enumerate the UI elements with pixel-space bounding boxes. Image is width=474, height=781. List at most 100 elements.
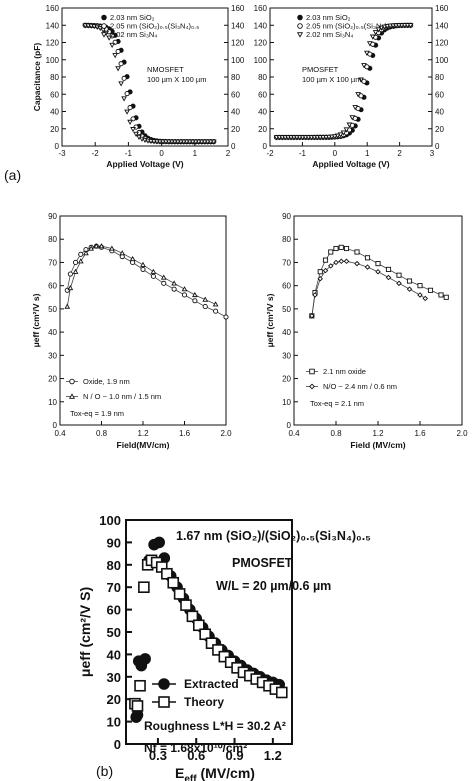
data-point	[109, 245, 115, 251]
x-axis-label-unit: (MV/cm)	[197, 765, 255, 781]
plot-frame	[293, 215, 463, 426]
data-point	[138, 581, 150, 594]
data-point	[140, 261, 146, 267]
y-tick-label: 10	[282, 398, 291, 407]
data-point	[364, 255, 371, 261]
data-point	[180, 599, 192, 611]
legend-label: 2.02 nm Si₃N₄	[110, 30, 157, 39]
x-tick-label: -1	[125, 149, 133, 158]
data-point	[343, 127, 350, 133]
data-point	[427, 287, 434, 293]
data-point	[346, 122, 353, 128]
device-type-label: PMOSFET	[302, 65, 339, 74]
data-point	[317, 269, 323, 275]
data-point	[202, 304, 208, 310]
series-line	[311, 246, 447, 316]
data-point	[119, 250, 126, 256]
right-y-tick-label: 160	[231, 4, 245, 13]
legend-marker	[158, 696, 170, 708]
data-point	[130, 127, 136, 133]
data-point	[275, 686, 288, 699]
right-y-tick-label: 0	[231, 142, 236, 151]
y-tick-label: 100	[254, 56, 268, 65]
data-point	[160, 274, 167, 280]
chart-mob-p: 0.4 0.8 1.2 1.6 2.0 0 10 20 30 40 50 60 70 80 90 Field …	[265, 212, 468, 450]
y-tick-label: 20	[48, 375, 57, 384]
x-tick-label: 2.0	[456, 429, 468, 438]
panel-label-a: (a)	[4, 167, 21, 183]
data-point	[338, 258, 344, 265]
x-tick-label: 2.0	[220, 429, 232, 438]
y-tick-label: 10	[48, 398, 57, 407]
x-tick-label: -2	[92, 149, 100, 158]
x-tick-label: 1.6	[179, 429, 191, 438]
right-y-tick-label: 120	[435, 39, 449, 48]
y-tick-label: 30	[107, 670, 121, 685]
data-point	[361, 78, 367, 84]
data-point	[396, 272, 402, 278]
data-point	[67, 271, 73, 277]
right-y-tick-label: 120	[231, 39, 245, 48]
data-point	[186, 610, 199, 623]
data-point	[124, 91, 130, 97]
data-point	[153, 536, 165, 549]
data-point	[181, 286, 188, 292]
data-point	[328, 263, 334, 269]
x-tick-label: 0	[333, 149, 338, 158]
device-size-label: 100 µm X 100 µm	[147, 75, 207, 84]
data-point	[364, 264, 371, 270]
data-point	[328, 249, 334, 255]
x-axis-label: Applied Voltage (V)	[312, 159, 389, 169]
data-point	[331, 134, 338, 140]
y-tick-label: 50	[48, 305, 57, 314]
y-tick-label: 30	[48, 351, 57, 360]
x-tick-label: -1	[299, 149, 307, 158]
data-point	[210, 139, 217, 145]
data-point	[161, 280, 167, 286]
data-point	[72, 268, 79, 274]
y-axis-label: μeff (cm²/V s)	[265, 293, 275, 347]
y-tick-label: 0	[263, 142, 268, 151]
data-point	[213, 308, 219, 314]
right-y-tick-label: 80	[435, 73, 444, 82]
y-tick-label: 20	[258, 125, 267, 134]
data-point	[334, 133, 341, 139]
x-tick-label: -2	[266, 149, 274, 158]
data-point	[139, 653, 151, 665]
series-open-circle	[64, 243, 229, 320]
tox-annotation: Tox-eq = 1.9 nm	[70, 409, 124, 418]
legend-label: N / O ~ 1.0 nm / 1.5 nm	[83, 392, 161, 401]
y-tick-label: 80	[258, 73, 267, 82]
y-tick-label: 90	[282, 212, 291, 221]
y-tick-label: 70	[282, 258, 291, 267]
data-point	[192, 291, 198, 298]
y-tick-label: 0	[53, 421, 58, 430]
data-point	[378, 25, 385, 31]
x-tick-label: 1	[193, 149, 198, 158]
data-point	[202, 296, 209, 302]
legend-label: Oxide, 1.9 nm	[83, 377, 130, 386]
data-point	[78, 251, 84, 257]
y-tick-label: 40	[107, 647, 121, 662]
legend-marker	[158, 678, 170, 690]
data-point	[407, 23, 414, 29]
x-tick-label: 0.9	[225, 748, 243, 763]
data-point	[212, 644, 224, 656]
data-point	[406, 278, 413, 284]
y-tick-label: 140	[254, 21, 268, 30]
series-open-square	[309, 244, 449, 319]
series-line	[311, 260, 426, 316]
data-point	[366, 41, 373, 47]
data-point	[343, 258, 350, 265]
x-axis-label: Field (MV/cm)	[350, 440, 405, 450]
data-point	[73, 259, 79, 265]
data-point	[438, 292, 444, 298]
x-tick-label: 1.2	[372, 429, 384, 438]
series-open-triangle	[64, 243, 219, 309]
right-y-tick-label: 160	[435, 4, 449, 13]
data-point	[167, 576, 180, 589]
legend-marker	[101, 14, 107, 21]
device-size-label: 100 µm X 100 µm	[302, 75, 362, 84]
